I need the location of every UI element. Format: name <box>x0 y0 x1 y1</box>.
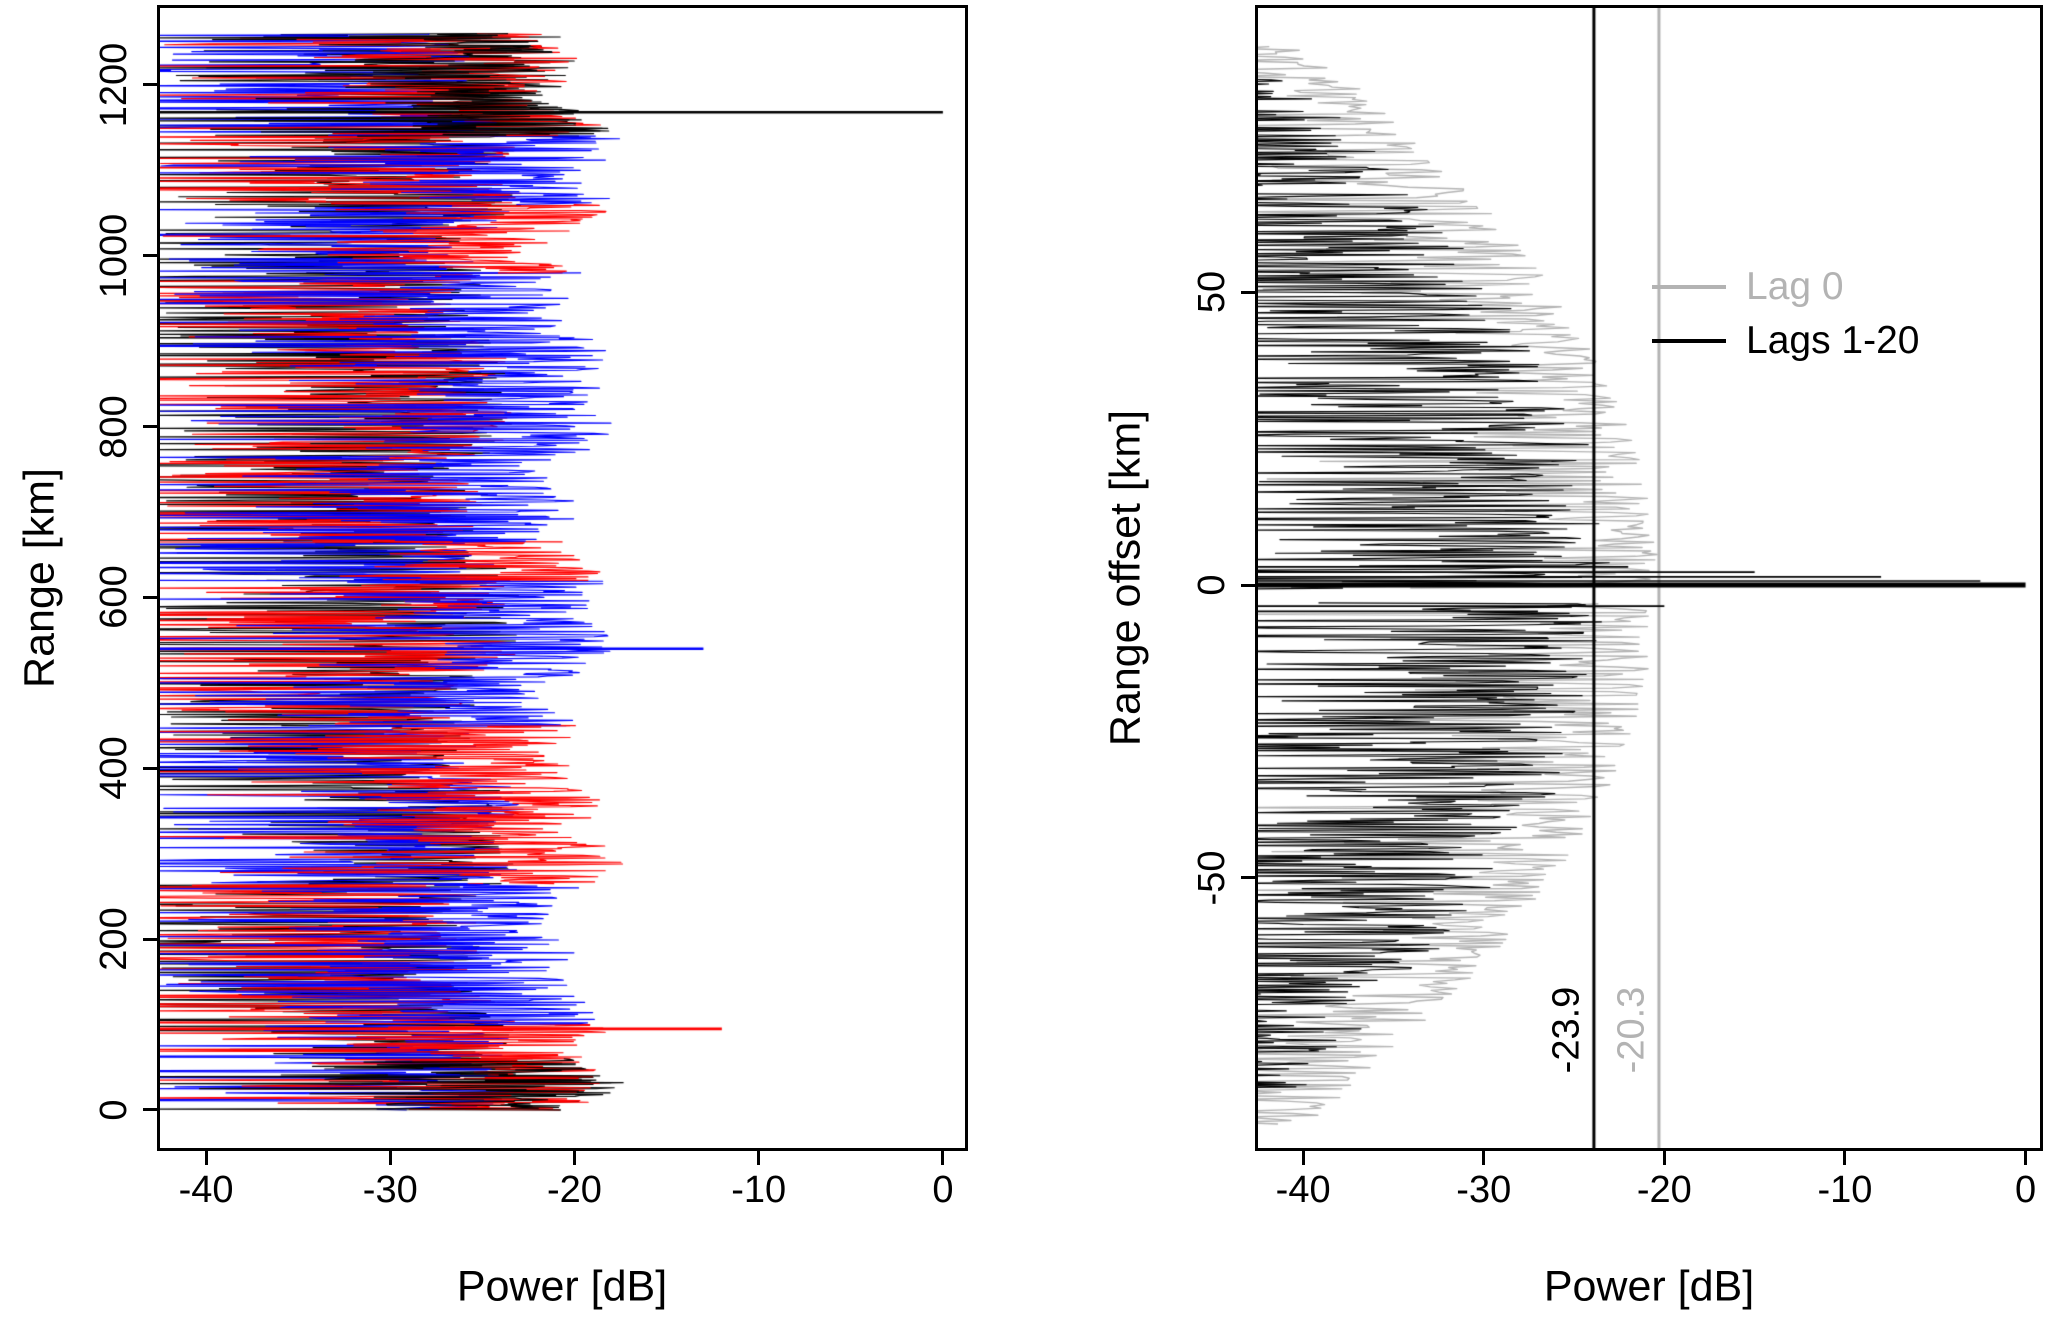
x-tick <box>572 1151 576 1165</box>
x-tick <box>941 1151 945 1165</box>
y-tick <box>143 425 157 429</box>
right-plot-border <box>1255 5 2043 1151</box>
x-tick-label: -40 <box>178 1169 234 1211</box>
x-tick-label: -30 <box>362 1169 418 1211</box>
legend-item-lag0: Lag 0 <box>1652 260 1919 314</box>
y-tick <box>143 1108 157 1112</box>
y-tick <box>143 937 157 941</box>
legend: Lag 0 Lags 1-20 <box>1652 260 1919 368</box>
right-xaxis-title: Power [dB] <box>1543 1262 1755 1311</box>
left-plot-canvas <box>160 8 965 1148</box>
x-tick <box>204 1151 208 1165</box>
left-yaxis-title: Range [km] <box>15 468 64 688</box>
x-tick-label: 0 <box>932 1169 954 1211</box>
x-tick <box>1301 1151 1305 1165</box>
x-tick-label: -20 <box>547 1169 602 1211</box>
y-tick <box>143 766 157 770</box>
x-tick <box>757 1151 761 1165</box>
x-tick-label: -10 <box>1817 1169 1873 1211</box>
y-tick <box>1241 876 1255 880</box>
y-tick <box>143 595 157 599</box>
y-tick-label: 600 <box>93 565 135 630</box>
y-tick-label: 0 <box>93 1099 135 1121</box>
x-tick <box>388 1151 392 1165</box>
x-tick-label: -10 <box>731 1169 787 1211</box>
right-yaxis-title: Range offset [km] <box>1101 409 1150 747</box>
y-tick <box>143 83 157 87</box>
y-tick-label: -50 <box>1191 850 1233 906</box>
legend-line-icon <box>1652 285 1726 289</box>
legend-label-lags-1-20: Lags 1-20 <box>1746 319 1920 362</box>
vline-label-lag0: -20.3 <box>1610 984 1654 1076</box>
y-tick-label: 1000 <box>93 213 135 298</box>
legend-line-icon <box>1652 339 1726 343</box>
legend-item-lags-1-20: Lags 1-20 <box>1652 314 1919 368</box>
left-xaxis-title: Power [dB] <box>456 1262 668 1311</box>
x-tick-label: -20 <box>1636 1169 1692 1211</box>
y-tick-label: 400 <box>93 736 135 800</box>
y-tick-label: 200 <box>93 907 135 971</box>
y-tick-label: 800 <box>93 394 135 459</box>
x-tick-label: 0 <box>2014 1169 2037 1211</box>
x-tick <box>1843 1151 1847 1165</box>
y-tick <box>1241 290 1255 294</box>
right-plot-canvas <box>1258 8 2040 1148</box>
y-tick-label: 50 <box>1191 270 1233 314</box>
x-tick-label: -40 <box>1275 1169 1331 1211</box>
vline-label-lags: -23.9 <box>1545 984 1589 1076</box>
legend-label-lag0: Lag 0 <box>1746 265 1844 308</box>
y-tick-label: 1200 <box>93 42 135 128</box>
x-tick <box>1662 1151 1666 1165</box>
x-tick-label: -30 <box>1456 1169 1512 1211</box>
y-tick <box>143 254 157 258</box>
y-tick <box>1241 583 1255 587</box>
x-tick <box>2024 1151 2028 1165</box>
y-tick-label: 0 <box>1191 574 1233 596</box>
left-plot-border <box>157 5 968 1151</box>
x-tick <box>1482 1151 1486 1165</box>
